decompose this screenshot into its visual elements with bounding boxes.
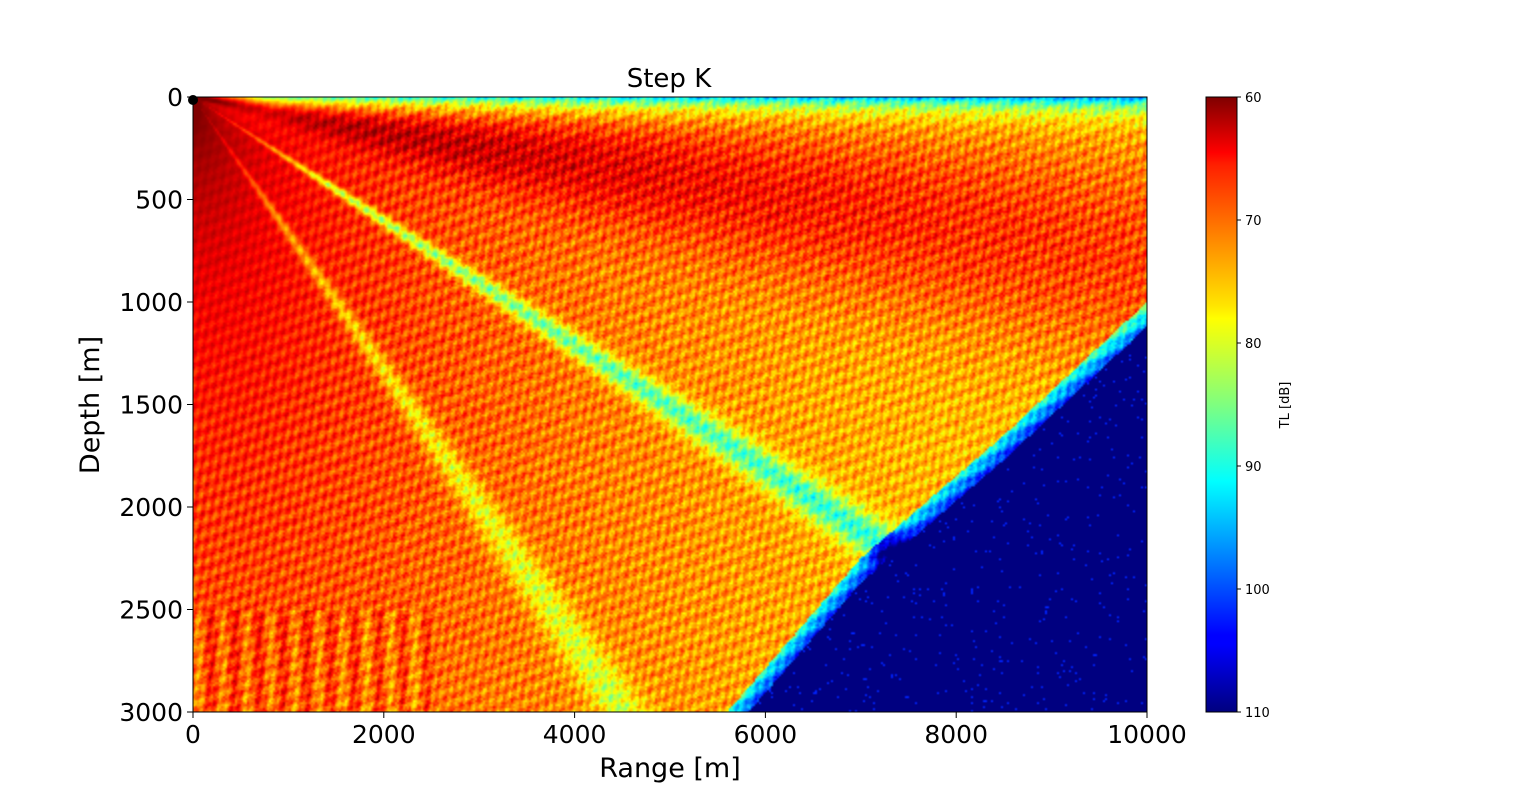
heatmap [193, 97, 1147, 712]
y-tick-label: 500 [135, 186, 183, 215]
y-tick-label: 2500 [119, 596, 183, 625]
colorbar-label: TL [dB] [1278, 382, 1293, 430]
y-tick-label: 1500 [119, 391, 183, 420]
y-axis-label: Depth [m] [75, 336, 106, 474]
colorbar-ticks: 60 70 80 90 100 110 [1237, 91, 1270, 721]
x-tick-label: 4000 [543, 720, 607, 749]
colorbar-tick-label: 90 [1245, 460, 1262, 475]
x-tick-label: 8000 [924, 720, 988, 749]
y-tick-label: 2000 [119, 493, 183, 522]
chart-title: Step K [627, 64, 712, 94]
source-marker [188, 95, 198, 105]
y-axis: 0 500 1000 1500 2000 2500 3000 [119, 83, 193, 727]
colorbar-tick-label: 70 [1245, 214, 1262, 229]
x-tick-label: 0 [185, 720, 201, 749]
colorbar-tick-label: 60 [1245, 91, 1262, 106]
colorbar: 60 70 80 90 100 110 TL [dB] [1205, 91, 1293, 721]
x-tick-label: 10000 [1107, 720, 1187, 749]
colorbar-tick-label: 80 [1245, 337, 1262, 352]
colorbar-tick-label: 100 [1245, 583, 1270, 598]
x-tick-label: 2000 [352, 720, 416, 749]
x-tick-label: 6000 [734, 720, 798, 749]
x-axis: 0 2000 4000 6000 8000 10000 [185, 712, 1187, 749]
colorbar-tick-label: 110 [1245, 706, 1270, 721]
y-tick-label: 3000 [119, 698, 183, 727]
x-axis-label: Range [m] [599, 753, 741, 784]
colorbar-gradient [1205, 96, 1238, 713]
y-tick-label: 0 [167, 83, 183, 112]
transmission-loss-field [193, 97, 1147, 712]
y-tick-label: 1000 [119, 288, 183, 317]
